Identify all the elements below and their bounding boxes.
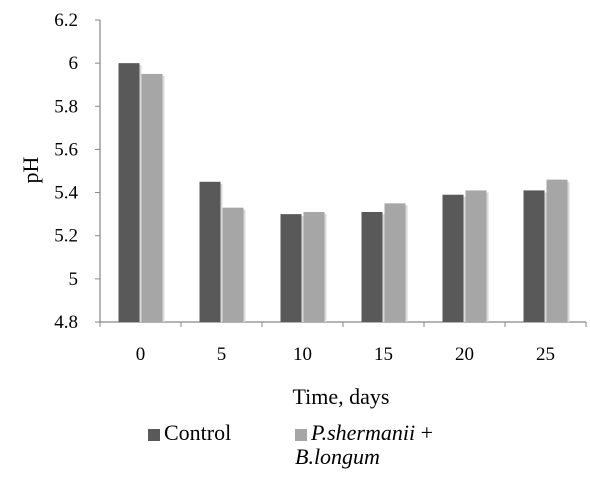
y-tick-label: 5.4 [54,183,78,204]
y-tick-label: 5.6 [54,139,78,160]
bar-treatment [384,203,406,322]
legend: Control [148,421,231,445]
bar-treatment [222,207,244,322]
bar-control [361,211,383,322]
x-tick-label: 25 [536,344,555,365]
bar-control [280,214,302,322]
bar-treatment [141,73,163,322]
x-tick-label: 5 [217,344,227,365]
legend-item-treatment: P.shermanii + B.longum [295,421,455,469]
bar-control [199,181,221,322]
legend-label-treatment-part2: + [420,420,434,445]
bar-control [523,190,545,322]
x-tick-label: 15 [374,344,393,365]
x-tick-label: 0 [136,344,146,365]
x-axis: 0 5 10 15 20 25 [99,321,587,365]
bars [118,63,570,323]
y-tick-label: 6 [69,53,79,74]
x-axis-title: Time, days [293,384,390,409]
legend-label-treatment-part1: P.shermanii [311,420,416,445]
legend-swatch-control [148,428,160,441]
bar-control [442,194,464,322]
legend-swatch-treatment [295,428,307,441]
bar-treatment [303,211,325,322]
legend-item-control: Control [148,420,231,445]
bar-treatment [465,190,487,322]
x-tick-label: 10 [293,344,312,365]
bar-control [118,63,140,323]
legend-label-control: Control [164,420,232,445]
legend-label-treatment-part3: B.longum [295,444,380,469]
y-axis: 4.8 5 5.2 5.4 5.6 5.8 6 6.2 [54,10,101,333]
bar-treatment [546,179,568,322]
y-tick-label: 4.8 [54,312,78,333]
y-tick-label: 5.2 [54,226,78,247]
y-tick-label: 5 [69,269,79,290]
x-tick-label: 20 [455,344,474,365]
y-axis-title: pH [18,156,43,183]
y-tick-label: 6.2 [54,10,78,31]
y-tick-label: 5.8 [54,96,78,117]
